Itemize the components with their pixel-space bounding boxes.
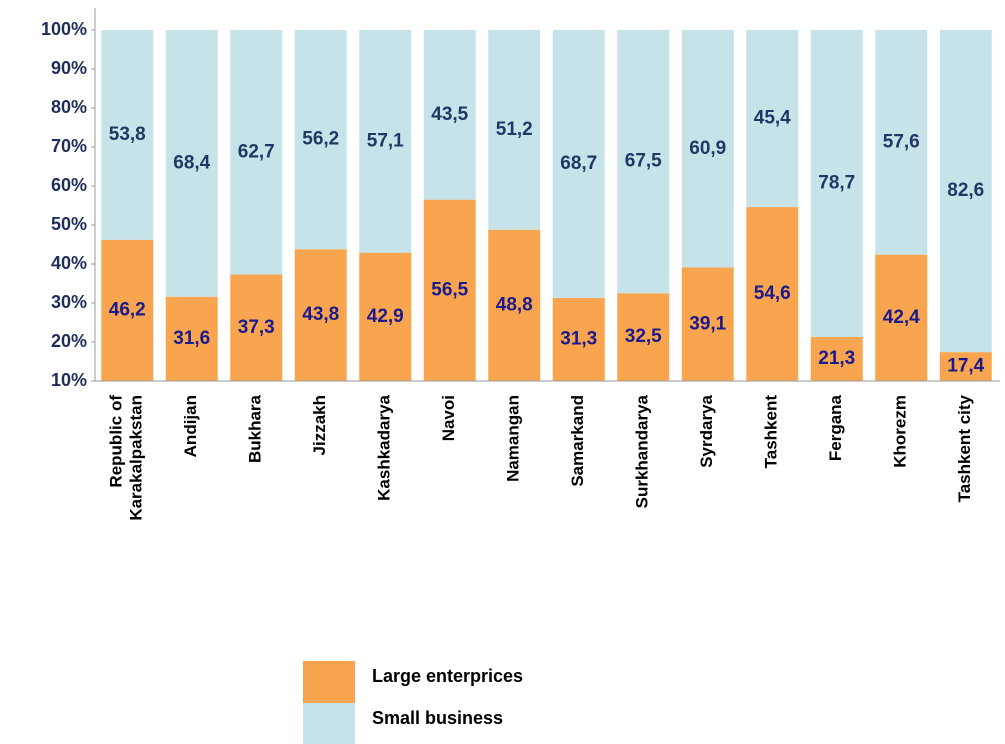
bar-segment: [810, 30, 863, 337]
value-label: 46,2: [109, 299, 146, 320]
bar-segment: [165, 296, 218, 381]
value-label: 43,5: [431, 104, 468, 125]
bar-segment: [488, 30, 541, 230]
bar-segment: [939, 352, 992, 381]
value-label: 21,3: [818, 348, 855, 369]
value-label: 68,4: [173, 152, 210, 173]
bar-segment: [681, 30, 734, 268]
x-tick-label: Andijan: [181, 395, 200, 457]
y-tick-label: 70%: [51, 136, 87, 156]
value-label: 42,9: [367, 306, 404, 327]
y-tick-label: 80%: [51, 97, 87, 117]
y-tick-label: 10%: [51, 370, 87, 390]
x-tick-label: Surkhandarya: [633, 394, 652, 508]
value-label: 78,7: [818, 172, 855, 193]
x-tick-label: Tashkent: [762, 395, 781, 469]
bar-segment: [230, 274, 283, 381]
bar-segment: [488, 229, 541, 381]
bar-segment: [746, 30, 799, 208]
x-tick-label: Samarkand: [568, 395, 587, 487]
bar-segment: [359, 30, 412, 253]
bar-segment: [101, 30, 154, 240]
legend-swatch: [303, 703, 355, 744]
x-tick-label: Syrdarya: [697, 394, 716, 467]
x-tick-label: Tashkent city: [955, 394, 974, 502]
bars: [101, 30, 992, 381]
value-label: 54,6: [754, 283, 791, 304]
value-label: 17,4: [947, 356, 984, 377]
bar-segment: [552, 30, 605, 298]
bar-segment: [552, 297, 605, 381]
bar-segment: [359, 252, 412, 381]
bar-segment: [165, 30, 218, 297]
value-label: 45,4: [754, 108, 791, 129]
legend-swatch: [303, 661, 355, 705]
bar-segment: [294, 30, 347, 250]
value-label: 51,2: [496, 119, 533, 140]
value-label: 39,1: [689, 313, 726, 334]
value-label: 53,8: [109, 124, 146, 145]
x-tick-label: Namangan: [504, 395, 523, 482]
value-label: 67,5: [625, 151, 662, 172]
x-tick-label: Republic of Karakalpakstan: [107, 395, 146, 526]
y-tick-label: 60%: [51, 175, 87, 195]
value-label: 57,6: [883, 131, 920, 152]
value-label: 32,5: [625, 326, 662, 347]
bar-segment: [294, 249, 347, 381]
value-label: 56,5: [431, 279, 468, 300]
value-label: 68,7: [560, 153, 597, 174]
x-tick-label: Jizzakh: [310, 395, 329, 455]
x-tick-label: Navoi: [439, 395, 458, 441]
bar-segment: [617, 293, 670, 381]
value-label: 60,9: [689, 138, 726, 159]
value-label: 43,8: [302, 304, 339, 325]
legend-label: Small business: [372, 708, 503, 728]
x-tick-label: Khorezm: [891, 395, 910, 468]
y-tick-label: 40%: [51, 253, 87, 273]
x-tick-label: Fergana: [826, 394, 845, 461]
bar-segment: [423, 199, 476, 381]
bar-segment: [230, 30, 283, 275]
bar-segment: [939, 30, 992, 353]
x-tick-label: Kashkadarya: [375, 394, 394, 500]
y-tick-label: 100%: [41, 19, 87, 39]
y-tick-label: 90%: [51, 58, 87, 78]
bar-segment: [423, 30, 476, 200]
value-label: 62,7: [238, 141, 275, 162]
bar-segment: [746, 207, 799, 381]
y-tick-label: 20%: [51, 331, 87, 351]
bar-segment: [875, 254, 928, 381]
bar-segment: [101, 239, 154, 381]
bar-segment: [617, 30, 670, 294]
value-label: 57,1: [367, 130, 404, 151]
y-tick-label: 50%: [51, 214, 87, 234]
bar-segment: [875, 30, 928, 255]
value-label: 56,2: [302, 129, 339, 150]
value-label: 37,3: [238, 317, 275, 338]
bar-segment: [810, 336, 863, 381]
value-label: 82,6: [947, 180, 984, 201]
value-label: 31,6: [173, 328, 210, 349]
value-label: 31,3: [560, 328, 597, 349]
value-label: 48,8: [496, 294, 533, 315]
value-label: 42,4: [883, 307, 920, 328]
x-tick-label: Bukhara: [246, 394, 265, 463]
legend-label: Large enterprices: [372, 666, 523, 686]
y-tick-label: 30%: [51, 292, 87, 312]
bar-segment: [681, 267, 734, 381]
